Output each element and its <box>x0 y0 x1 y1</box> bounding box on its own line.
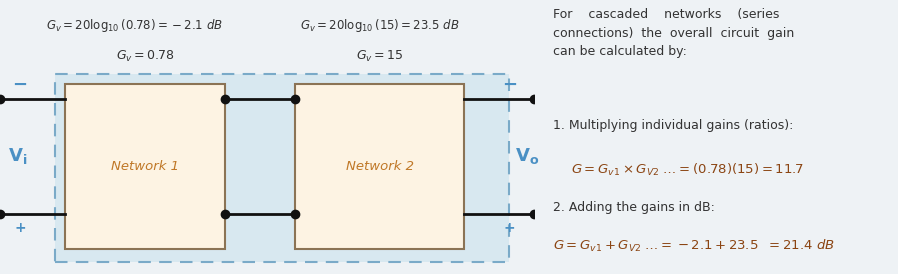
Bar <box>65 84 224 249</box>
Text: Network 2: Network 2 <box>346 160 413 173</box>
Text: $G_v = 20\log_{10}(0.78) = -2.1\ dB$: $G_v = 20\log_{10}(0.78) = -2.1\ dB$ <box>47 18 224 35</box>
Text: −: − <box>502 76 517 94</box>
Bar <box>295 84 464 249</box>
Text: $G = G_{v1} + G_{V2}\ \ldots = -2.1 + 23.5\ \ = 21.4\ dB$: $G = G_{v1} + G_{V2}\ \ldots = -2.1 + 23… <box>553 238 835 255</box>
Text: $\mathbf{V}_\mathbf{o}$: $\mathbf{V}_\mathbf{o}$ <box>515 147 540 167</box>
Text: Network 1: Network 1 <box>110 160 179 173</box>
Text: $\mathbf{V}_\mathbf{i}$: $\mathbf{V}_\mathbf{i}$ <box>8 147 28 167</box>
Text: 2. Adding the gains in dB:: 2. Adding the gains in dB: <box>553 201 715 214</box>
Text: $G_v = 15$: $G_v = 15$ <box>356 48 403 64</box>
Bar <box>55 74 509 262</box>
Text: 1. Multiplying individual gains (ratios):: 1. Multiplying individual gains (ratios)… <box>553 119 794 132</box>
Text: +: + <box>14 221 26 235</box>
Text: +: + <box>504 221 515 235</box>
Text: $G_v = 0.78$: $G_v = 0.78$ <box>116 48 174 64</box>
Text: $G_v = 20\log_{10}(15) = 23.5\ dB$: $G_v = 20\log_{10}(15) = 23.5\ dB$ <box>300 18 460 35</box>
Text: For    cascaded    networks    (series
connections)  the  overall  circuit  gain: For cascaded networks (series connection… <box>553 8 795 58</box>
Text: −: − <box>13 76 28 94</box>
Text: $G = G_{v1} \times G_{V2}\ \ldots = (0.78)(15) = 11.7$: $G = G_{v1} \times G_{V2}\ \ldots = (0.7… <box>571 162 805 178</box>
